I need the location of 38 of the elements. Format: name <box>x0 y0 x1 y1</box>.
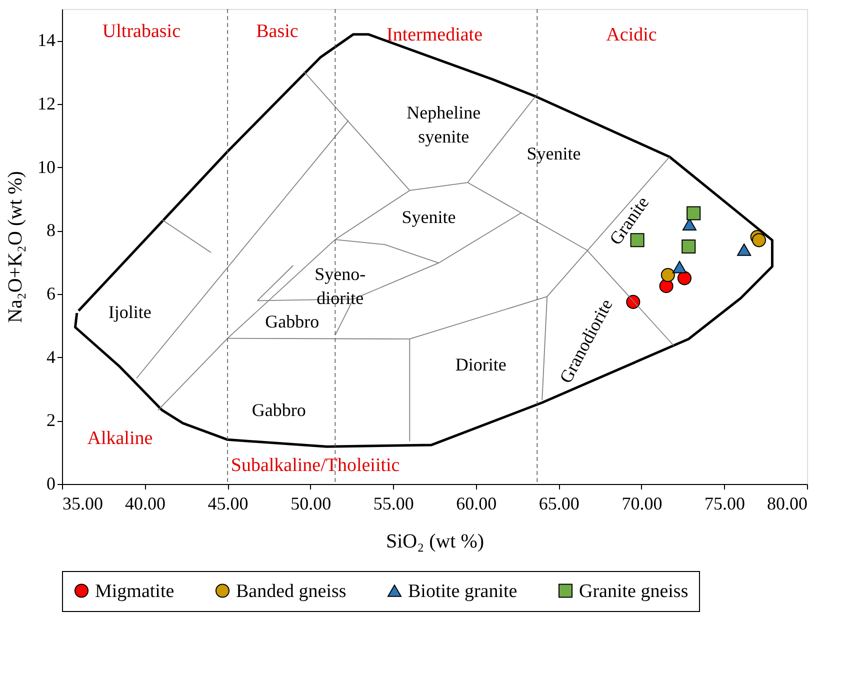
annotation: Intermediate <box>386 24 483 46</box>
y-tick-label: 8 <box>46 220 56 240</box>
x-tick-label: 55.00 <box>373 494 414 514</box>
y-tick-label: 14 <box>38 30 56 50</box>
y-tick-label: 0 <box>46 474 56 494</box>
legend-label: Granite gneiss <box>579 580 688 602</box>
legend-label: Migmatite <box>95 580 174 602</box>
annotation: Syenite <box>526 144 581 164</box>
y-axis-title: Na₂O+K₂O (wt %) <box>4 171 26 323</box>
x-tick-label: 60.00 <box>456 494 497 514</box>
annotation: Ultrabasic <box>102 21 181 42</box>
annotation: Alkaline <box>87 428 153 449</box>
x-tick-label: 40.00 <box>125 494 166 514</box>
y-tick-label: 10 <box>38 156 56 177</box>
annotation: Diorite <box>455 354 506 374</box>
x-tick-label: 65.00 <box>538 494 580 514</box>
x-axis-title: SiO₂ (wt %) <box>386 530 484 552</box>
annotation: Basic <box>256 21 298 42</box>
y-tick-label: 2 <box>46 410 56 430</box>
annotation: Ijolite <box>108 302 152 322</box>
y-tick-label: 6 <box>46 284 56 304</box>
x-tick-label: 45.00 <box>208 494 248 514</box>
annotation: Nepheline syenite <box>406 102 481 146</box>
legend-label: Biotite granite <box>408 580 518 602</box>
x-tick-label: 80.00 <box>767 494 808 514</box>
legend-label: Banded gneiss <box>236 580 346 602</box>
annotation: Gabbro <box>265 312 320 332</box>
x-tick-label: 70.00 <box>622 494 662 514</box>
y-tick-label: 12 <box>38 94 56 114</box>
annotation: Syeno- diorite <box>314 264 366 308</box>
annotation: Syenite <box>402 207 456 227</box>
annotation: Subalkaline/Tholeiitic <box>230 455 400 476</box>
x-tick-label: 35.00 <box>62 494 103 514</box>
x-tick-label: 50.00 <box>290 494 332 514</box>
annotation: Gabbro <box>252 400 306 420</box>
annotation: Acidic <box>606 24 657 46</box>
y-tick-label: 4 <box>46 346 56 367</box>
x-tick-label: 75.00 <box>704 494 745 514</box>
